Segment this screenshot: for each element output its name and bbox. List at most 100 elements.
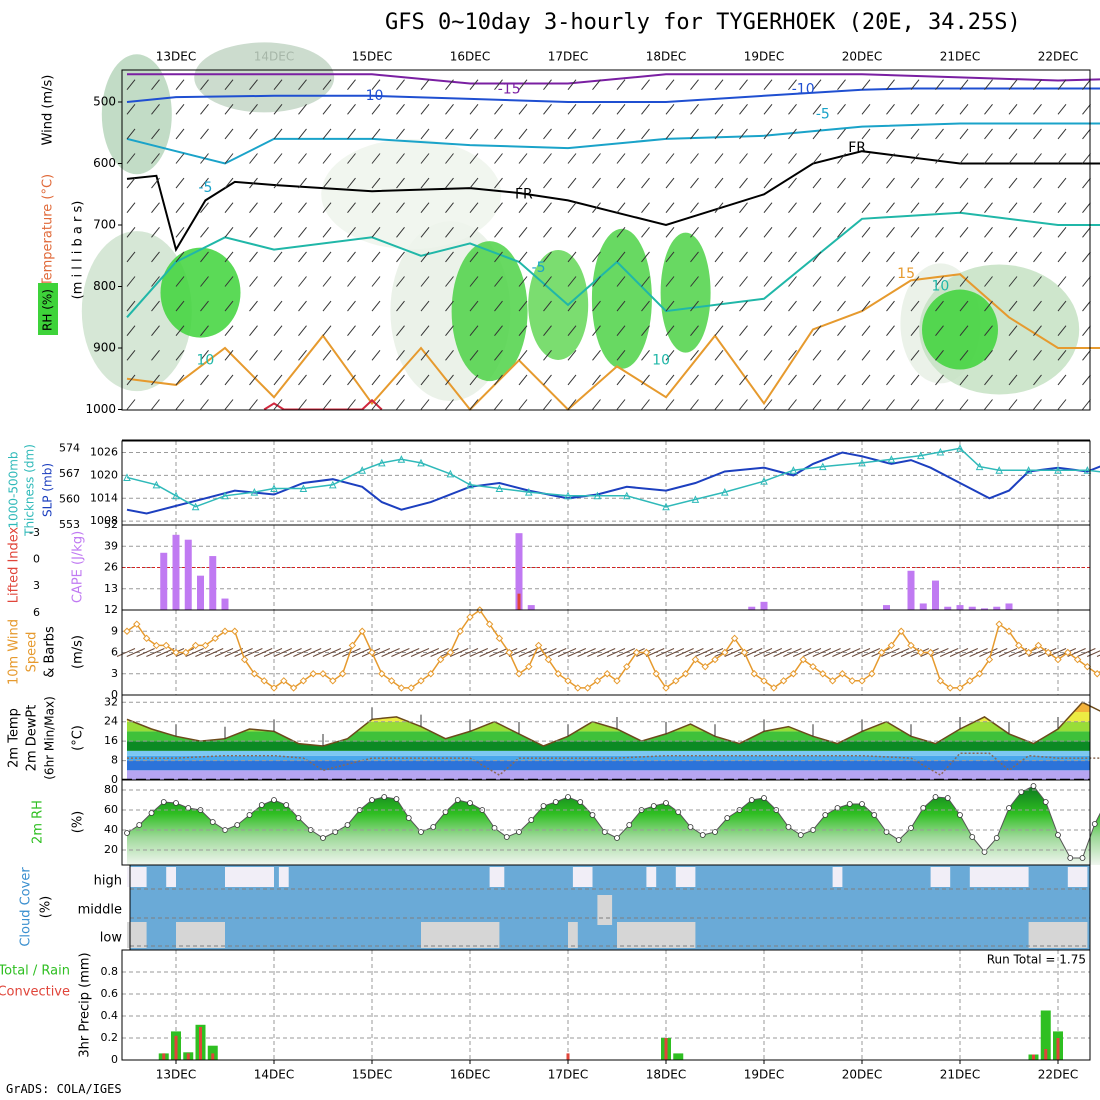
wind-barb xyxy=(469,374,479,386)
high-cloud-gap xyxy=(166,867,176,887)
wind-barb xyxy=(1033,128,1042,140)
wind-barb xyxy=(1057,128,1067,140)
wind-barb xyxy=(739,128,748,140)
precip-tick-label: 0 xyxy=(111,1053,118,1066)
wind-barb xyxy=(886,325,895,337)
rh-marker xyxy=(454,797,461,803)
surface-wind-barb xyxy=(283,648,302,657)
wind-barb xyxy=(1057,399,1067,410)
wind-barb xyxy=(371,325,381,337)
wind-barb xyxy=(347,202,356,214)
wind-barb xyxy=(935,349,944,361)
wind-speed-marker xyxy=(515,670,523,678)
low-cloud-gap xyxy=(127,922,147,948)
wind-speed-marker xyxy=(730,634,739,643)
wind-barb xyxy=(151,399,160,410)
wind-barb xyxy=(151,349,160,361)
wind-barb xyxy=(592,177,601,189)
wind-speed-marker xyxy=(289,684,298,692)
date-label-bottom: 15DEC xyxy=(352,1068,392,1082)
surface-wind-barb xyxy=(773,648,792,657)
wind-barb xyxy=(322,374,332,386)
wind-barb xyxy=(420,276,430,287)
temperature-contour xyxy=(127,73,1100,85)
wind-barb xyxy=(469,300,479,312)
surface-wind-barb xyxy=(195,648,214,657)
wind-barb xyxy=(322,79,332,91)
surface-wind-barb xyxy=(410,648,430,657)
wind-barb xyxy=(224,128,234,140)
wind-barb xyxy=(812,276,822,287)
rh-marker xyxy=(969,834,976,840)
high-cloud-gap xyxy=(675,867,696,887)
rh-marker xyxy=(797,832,804,838)
wind-barb xyxy=(1008,374,1018,386)
wind-barb xyxy=(641,251,650,263)
surface-wind-barb xyxy=(547,648,567,657)
wind-speed-marker xyxy=(417,677,425,685)
wind-barb xyxy=(298,276,307,287)
date-label-bottom: 19DEC xyxy=(744,1068,784,1082)
precip-frame xyxy=(121,949,1091,1061)
wind-speed-marker xyxy=(201,641,210,650)
wind-barb xyxy=(347,226,356,238)
cape-tick-label: 13 xyxy=(104,582,118,595)
wind-barb xyxy=(200,79,209,91)
wind-barb xyxy=(298,349,307,361)
surface-wind-barb xyxy=(939,648,959,657)
wind-barb xyxy=(469,251,479,263)
rh-marker xyxy=(393,796,400,802)
wind-barb xyxy=(910,251,920,263)
wind-barb xyxy=(837,177,846,189)
wind-barb xyxy=(543,128,552,140)
wind-barb xyxy=(616,153,626,164)
wind-barb xyxy=(812,128,822,140)
mid-cloud-gap xyxy=(597,895,613,925)
wind-barb xyxy=(469,399,479,410)
contour-label: FR xyxy=(848,140,866,156)
wind-barb xyxy=(518,374,528,386)
wind-barb xyxy=(1008,153,1018,164)
high-cloud-gap xyxy=(930,867,951,887)
wind-barb xyxy=(1008,276,1018,287)
wind-barb xyxy=(567,128,577,140)
wind-barb xyxy=(298,399,307,410)
wind-speed-marker xyxy=(495,634,504,643)
wind-barb xyxy=(1033,349,1042,361)
wind-barb xyxy=(518,103,528,115)
wind-barb xyxy=(273,202,283,214)
wind-barb xyxy=(396,153,405,164)
wind-barb xyxy=(739,103,748,115)
surface-wind-barb xyxy=(802,648,822,657)
wind-barb xyxy=(249,226,258,238)
dewpoint-line xyxy=(127,752,1100,777)
wind-barb xyxy=(322,153,332,164)
surface-wind-barb xyxy=(302,648,322,657)
wind-barb xyxy=(420,226,430,238)
wind-barb xyxy=(445,226,454,238)
thickness-marker xyxy=(524,488,533,496)
wind-barb xyxy=(1082,276,1091,287)
cape-bar xyxy=(515,533,523,610)
rh-marker xyxy=(577,799,584,805)
wind-barb xyxy=(592,251,601,263)
wind-barb xyxy=(567,103,577,115)
wind-barb xyxy=(322,251,332,263)
rh-marker xyxy=(1030,783,1037,789)
wind-barb xyxy=(788,226,797,238)
rh-marker xyxy=(1067,855,1074,861)
wind-speed-marker xyxy=(221,627,229,635)
wind-barb xyxy=(959,349,969,361)
cape-bar xyxy=(932,580,939,610)
wind-barb xyxy=(518,128,528,140)
wind-barb xyxy=(837,349,846,361)
wind-barb xyxy=(788,349,797,361)
wind-barb xyxy=(518,251,528,263)
wind-barb xyxy=(518,349,528,361)
date-label-bottom: 18DEC xyxy=(646,1068,686,1082)
wind-barb xyxy=(665,79,675,91)
wind-barb xyxy=(1082,349,1091,361)
wind-barb xyxy=(984,79,993,91)
lifted-index-tick-label: 0 xyxy=(33,553,40,566)
wind-barb xyxy=(812,153,822,164)
